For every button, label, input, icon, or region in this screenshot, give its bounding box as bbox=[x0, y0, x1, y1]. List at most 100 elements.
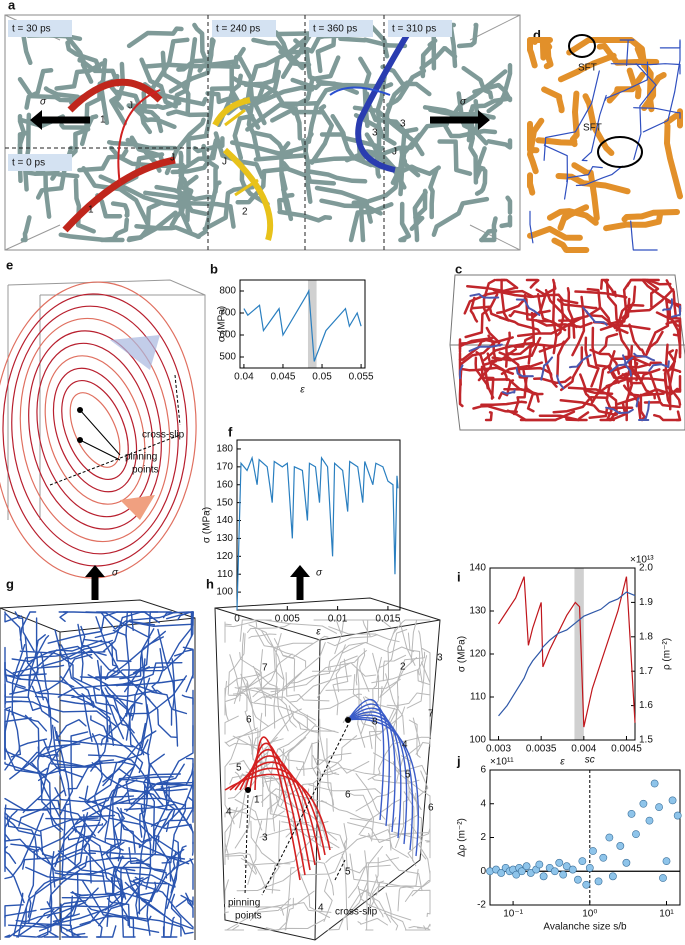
dislocation-line bbox=[4, 613, 22, 623]
dislocation-line bbox=[357, 917, 388, 926]
dislocation-line bbox=[417, 630, 424, 676]
dislocation-line bbox=[67, 759, 115, 790]
dislocation-line bbox=[250, 820, 281, 868]
data-line bbox=[498, 591, 636, 717]
dislocation-line bbox=[88, 849, 190, 865]
dislocation-line bbox=[421, 661, 431, 735]
line-number: 3 bbox=[437, 653, 443, 664]
dislocation-line bbox=[367, 739, 396, 781]
dislocation-line bbox=[506, 409, 557, 422]
dislocation-line bbox=[54, 629, 100, 691]
y-tick-label: 100 bbox=[216, 587, 233, 598]
dislocation-line bbox=[532, 376, 572, 385]
dislocation-line bbox=[55, 731, 77, 833]
dislocation-line bbox=[440, 119, 498, 139]
y-tick-label: 0 bbox=[480, 866, 486, 877]
dislocation-line bbox=[347, 822, 429, 843]
dislocation-line bbox=[87, 754, 161, 800]
dislocation-line bbox=[176, 38, 216, 72]
dislocation-line bbox=[143, 190, 208, 217]
marker-label: 3 bbox=[372, 128, 378, 139]
plot-frame bbox=[489, 567, 636, 741]
dislocation-loop bbox=[11, 305, 179, 555]
y-tick-label: 140 bbox=[216, 515, 233, 526]
dislocation-line bbox=[224, 879, 229, 905]
dislocation-line bbox=[120, 887, 136, 938]
dislocation-line bbox=[466, 285, 535, 299]
panel-label: f bbox=[228, 424, 233, 439]
dislocation-line bbox=[252, 653, 293, 698]
dislocation-line bbox=[486, 138, 513, 150]
dislocation-line bbox=[224, 680, 229, 721]
dislocation-line bbox=[224, 674, 260, 716]
data-point bbox=[632, 830, 640, 839]
dislocation-line bbox=[480, 400, 528, 407]
stress-label: σ bbox=[460, 97, 467, 108]
motion-arrow bbox=[234, 178, 259, 197]
dislocation-line bbox=[312, 755, 321, 846]
panel-label: a bbox=[8, 0, 16, 12]
dislocation-line bbox=[265, 918, 325, 931]
dislocation-line bbox=[25, 866, 121, 882]
dislocation-line bbox=[424, 840, 431, 859]
dislocation-line bbox=[535, 137, 578, 146]
x-axis-label: ε bbox=[560, 757, 565, 768]
dislocation-line bbox=[224, 727, 258, 781]
dislocation-line bbox=[4, 838, 17, 864]
dislocation-line bbox=[280, 902, 332, 913]
dislocation-line bbox=[224, 852, 258, 874]
dislocation-line bbox=[663, 372, 682, 406]
dislocation-line bbox=[630, 220, 658, 251]
dislocation-line bbox=[314, 758, 370, 774]
dislocation-line bbox=[140, 809, 152, 890]
dislocation-line bbox=[591, 326, 620, 384]
data-point bbox=[589, 847, 597, 855]
dislocation-line bbox=[327, 619, 369, 671]
dislocation-line bbox=[119, 630, 166, 680]
dislocation-red bbox=[234, 761, 321, 861]
dislocation-line bbox=[559, 398, 617, 417]
pinning-point bbox=[345, 717, 351, 723]
annotation: pinning bbox=[125, 452, 157, 463]
plot-frame bbox=[239, 279, 366, 369]
line-number: 6 bbox=[246, 715, 252, 726]
dislocation-line bbox=[41, 639, 113, 667]
y-axis-label: σ (MPa) bbox=[217, 306, 228, 342]
dislocation-line bbox=[500, 278, 510, 322]
dislocation-line bbox=[543, 141, 568, 200]
dislocation-line bbox=[496, 293, 527, 315]
dislocation-line bbox=[125, 867, 165, 916]
dislocation-line bbox=[252, 130, 294, 156]
dislocation-line bbox=[368, 833, 409, 858]
dislocation-line bbox=[157, 628, 179, 747]
dislocation-line bbox=[399, 147, 421, 178]
dislocation-line bbox=[671, 305, 681, 318]
dislocation-line bbox=[160, 50, 191, 116]
dislocation-line bbox=[459, 336, 514, 366]
dislocation-line bbox=[386, 692, 431, 707]
dislocation-line bbox=[224, 669, 278, 703]
dislocation-line bbox=[15, 685, 94, 706]
dislocation-line bbox=[360, 829, 411, 838]
dislocation-line bbox=[104, 784, 118, 843]
dislocation-line bbox=[20, 215, 32, 243]
dislocation-line bbox=[7, 913, 80, 929]
dislocation-line bbox=[77, 148, 129, 173]
dislocation-line bbox=[248, 735, 264, 807]
dislocation-line bbox=[317, 644, 346, 698]
dislocation-line bbox=[98, 882, 143, 927]
dislocation-line bbox=[251, 37, 312, 68]
dislocation-line bbox=[61, 803, 71, 880]
dislocation-line bbox=[224, 838, 229, 860]
dislocation-line bbox=[4, 934, 11, 938]
data-point bbox=[562, 862, 571, 871]
y2-tick-label: 1.6 bbox=[639, 700, 653, 711]
dislocation-line bbox=[293, 717, 336, 732]
dislocation-line bbox=[630, 278, 672, 286]
dislocation-line bbox=[55, 823, 104, 866]
dislocation-line bbox=[394, 164, 441, 177]
dislocation-line bbox=[332, 658, 349, 716]
dislocation-line bbox=[106, 140, 178, 151]
x-tick-label: 0.004 bbox=[571, 744, 596, 755]
dislocation-line bbox=[185, 892, 194, 918]
